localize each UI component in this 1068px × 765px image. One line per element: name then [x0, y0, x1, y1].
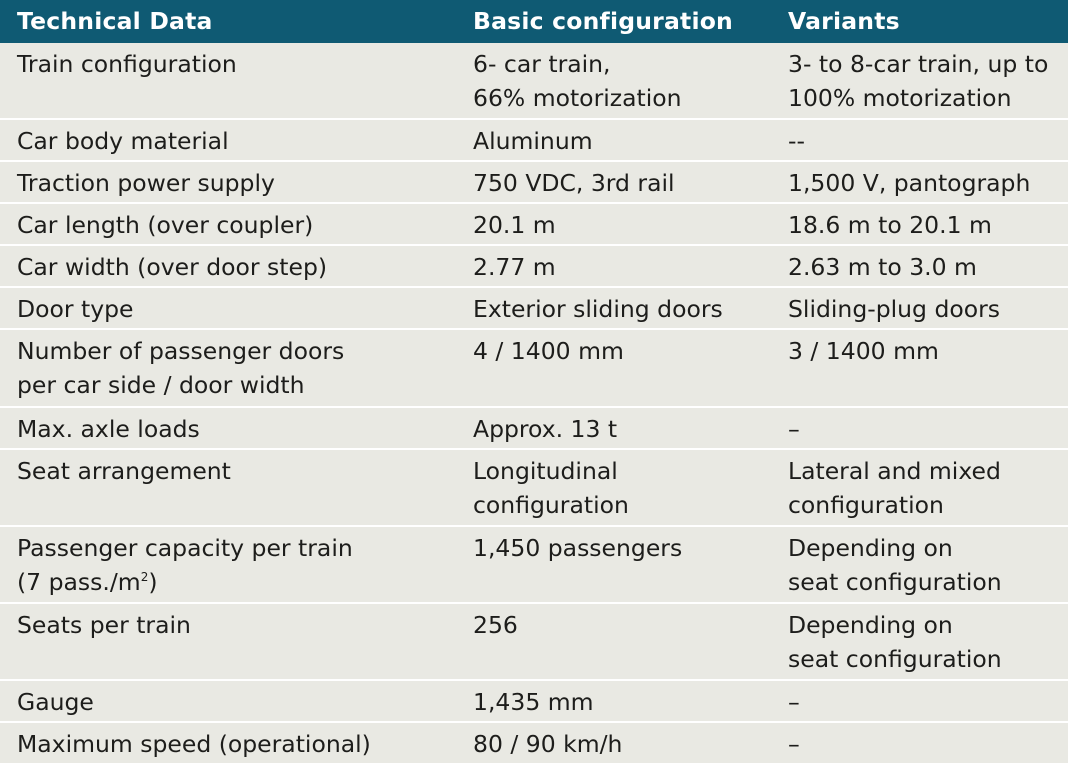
row-label: Maximum speed (operational)	[17, 730, 371, 758]
row-label: Gauge	[17, 688, 94, 716]
table-row: Seats per train 256 Depending on seat co…	[0, 604, 1068, 681]
variant-value: –	[788, 730, 800, 758]
table-row: Gauge 1,435 mm –	[0, 681, 1068, 723]
table-row: Seat arrangement Longitudinal configurat…	[0, 450, 1068, 527]
table-row: Number of passenger doors per car side /…	[0, 330, 1068, 408]
table-row: Maximum speed (operational) 80 / 90 km/h…	[0, 723, 1068, 765]
row-label: Traction power supply	[17, 169, 275, 197]
table-header: Technical Data Basic configuration Varia…	[0, 0, 1068, 43]
table-row: Car width (over door step) 2.77 m 2.63 m…	[0, 246, 1068, 288]
table-row: Max. axle loads Approx. 13 t –	[0, 408, 1068, 450]
variant-value: Depending on seat configuration	[788, 534, 1002, 596]
variant-value: –	[788, 688, 800, 716]
table-row: Train configuration 6- car train, 66% mo…	[0, 43, 1068, 120]
basic-value: 1,450 passengers	[473, 534, 683, 562]
row-label: Car length (over coupler)	[17, 211, 314, 239]
header-variants: Variants	[788, 7, 900, 35]
basic-value: Aluminum	[473, 127, 593, 155]
row-label: Car width (over door step)	[17, 253, 328, 281]
row-label: Max. axle loads	[17, 415, 200, 443]
basic-value: 4 / 1400 mm	[473, 337, 624, 365]
variant-value: –	[788, 415, 800, 443]
variant-value: 3 / 1400 mm	[788, 337, 939, 365]
table-row: Door type Exterior sliding doors Sliding…	[0, 288, 1068, 330]
header-technical-data: Technical Data	[17, 7, 213, 35]
variant-value: 18.6 m to 20.1 m	[788, 211, 992, 239]
basic-value: Exterior sliding doors	[473, 295, 723, 323]
basic-value: Longitudinal configuration	[473, 457, 629, 519]
capacity-note-suffix: )	[148, 568, 158, 596]
variant-value: 1,500 V, pantograph	[788, 169, 1031, 197]
table-row: Car body material Aluminum --	[0, 120, 1068, 162]
row-label: Number of passenger doors per car side /…	[17, 337, 345, 399]
table-row: Car length (over coupler) 20.1 m 18.6 m …	[0, 204, 1068, 246]
row-label: Seat arrangement	[17, 457, 231, 485]
row-label: Train configuration	[17, 50, 237, 78]
basic-value: 1,435 mm	[473, 688, 594, 716]
capacity-label: Passenger capacity per train	[17, 534, 353, 562]
basic-value: 750 VDC, 3rd rail	[473, 169, 675, 197]
basic-value: 80 / 90 km/h	[473, 730, 623, 758]
basic-value: Approx. 13 t	[473, 415, 618, 443]
table-row: Traction power supply 750 VDC, 3rd rail …	[0, 162, 1068, 204]
basic-value: 6- car train, 66% motorization	[473, 50, 682, 112]
table-row: Passenger capacity per train (7 pass./m2…	[0, 527, 1068, 604]
variant-value: Sliding-plug doors	[788, 295, 1001, 323]
basic-value: 256	[473, 611, 518, 639]
row-label: Seats per train	[17, 611, 191, 639]
capacity-note-superscript: 2	[140, 570, 149, 585]
row-label: Car body material	[17, 127, 229, 155]
header-basic-configuration: Basic configuration	[473, 7, 733, 35]
basic-value: 2.77 m	[473, 253, 556, 281]
row-label: Door type	[17, 295, 134, 323]
capacity-note-prefix: (7 pass./m	[17, 568, 141, 596]
variant-value: Lateral and mixed configuration	[788, 457, 1001, 519]
variant-value: --	[788, 127, 805, 155]
row-label: Passenger capacity per train (7 pass./m2…	[0, 527, 456, 603]
variant-value: Depending on seat configuration	[788, 611, 1002, 673]
variant-value: 2.63 m to 3.0 m	[788, 253, 977, 281]
basic-value: 20.1 m	[473, 211, 556, 239]
variant-value: 3- to 8-car train, up to 100% motorizati…	[788, 50, 1049, 112]
